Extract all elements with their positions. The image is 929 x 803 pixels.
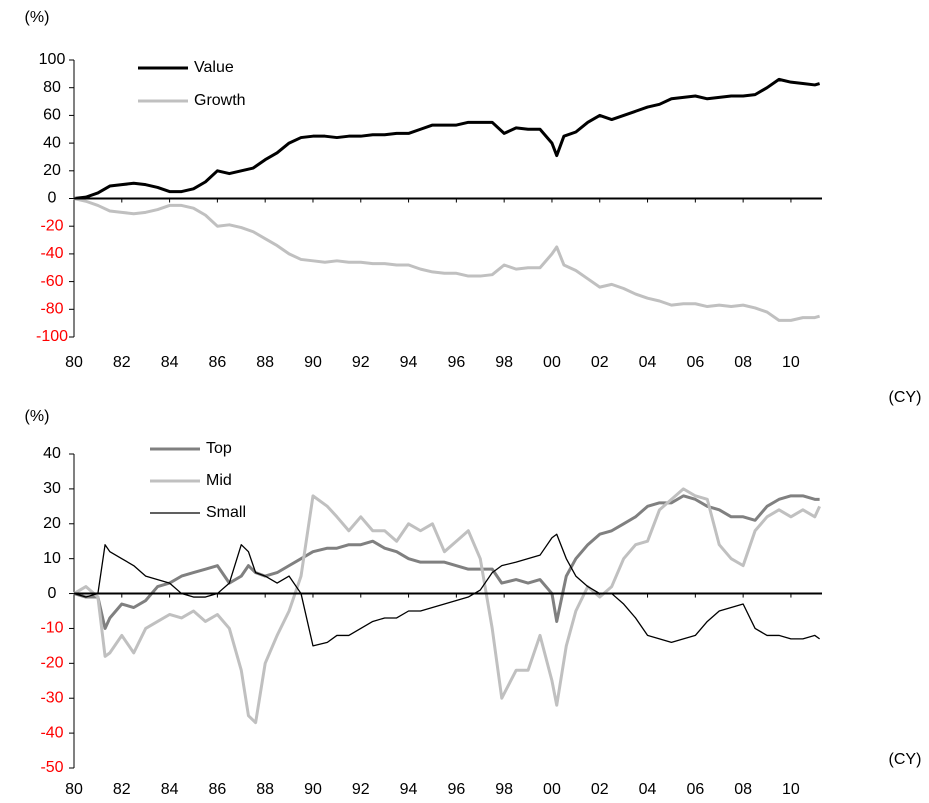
x-tick-label: 98: [495, 781, 513, 798]
legend-label: Top: [206, 440, 232, 457]
y-tick-label: 20: [43, 515, 61, 532]
y-tick-label: 20: [43, 162, 61, 179]
y-tick-label: -40: [40, 245, 63, 262]
legend-label: Value: [194, 59, 234, 76]
x-tick-label: 92: [352, 354, 370, 371]
y-unit-label: (%): [25, 9, 50, 26]
y-tick-label: 40: [43, 445, 61, 462]
series-line: [73, 197, 821, 322]
legend-label: Growth: [194, 92, 246, 109]
x-tick-label: 08: [734, 354, 752, 371]
y-tick-label: -50: [40, 759, 63, 776]
x-tick-label: 80: [65, 354, 83, 371]
y-tick-label: 60: [43, 107, 61, 124]
x-tick-label: 88: [256, 354, 274, 371]
y-tick-label: 80: [43, 79, 61, 96]
x-tick-label: 84: [161, 781, 179, 798]
x-tick-label: 90: [304, 781, 322, 798]
x-tick-label: 96: [447, 354, 465, 371]
x-tick-label: 86: [208, 781, 226, 798]
y-tick-label: 10: [43, 550, 61, 567]
y-tick-label: -80: [40, 301, 63, 318]
x-tick-label: 80: [65, 781, 83, 798]
y-tick-label: -20: [40, 655, 63, 672]
x-tick-label: 82: [113, 781, 131, 798]
x-unit-label: (CY): [889, 389, 922, 406]
x-tick-label: 06: [686, 781, 704, 798]
y-tick-label: -20: [40, 217, 63, 234]
x-tick-label: 82: [113, 354, 131, 371]
y-tick-label: -30: [40, 689, 63, 706]
x-tick-label: 90: [304, 354, 322, 371]
y-tick-label: 40: [43, 134, 61, 151]
x-tick-label: 02: [591, 354, 609, 371]
x-tick-label: 94: [400, 781, 418, 798]
x-tick-label: 08: [734, 781, 752, 798]
x-tick-label: 04: [639, 781, 657, 798]
x-tick-label: 00: [543, 781, 561, 798]
series-line: [73, 487, 821, 725]
series-line: [73, 533, 820, 647]
y-tick-label: 30: [43, 480, 61, 497]
x-tick-label: 10: [782, 354, 800, 371]
series-line: [73, 494, 820, 630]
x-tick-label: 04: [639, 354, 657, 371]
legend-label: Mid: [206, 472, 232, 489]
y-unit-label: (%): [25, 408, 50, 425]
x-tick-label: 06: [686, 354, 704, 371]
x-tick-label: 02: [591, 781, 609, 798]
legend-label: Small: [206, 504, 246, 521]
y-tick-label: -10: [40, 620, 63, 637]
x-tick-label: 00: [543, 354, 561, 371]
x-tick-label: 92: [352, 781, 370, 798]
x-tick-label: 98: [495, 354, 513, 371]
y-tick-label: 100: [39, 51, 66, 68]
x-tick-label: 94: [400, 354, 418, 371]
y-tick-label: 0: [48, 190, 57, 207]
x-tick-label: 84: [161, 354, 179, 371]
x-tick-label: 88: [256, 781, 274, 798]
x-unit-label: (CY): [889, 751, 922, 768]
y-tick-label: -60: [40, 273, 63, 290]
y-tick-label: 0: [48, 585, 57, 602]
x-tick-label: 10: [782, 781, 800, 798]
x-tick-label: 96: [447, 781, 465, 798]
y-tick-label: -40: [40, 724, 63, 741]
x-tick-label: 86: [208, 354, 226, 371]
series-line: [73, 77, 821, 200]
y-tick-label: -100: [36, 328, 68, 345]
